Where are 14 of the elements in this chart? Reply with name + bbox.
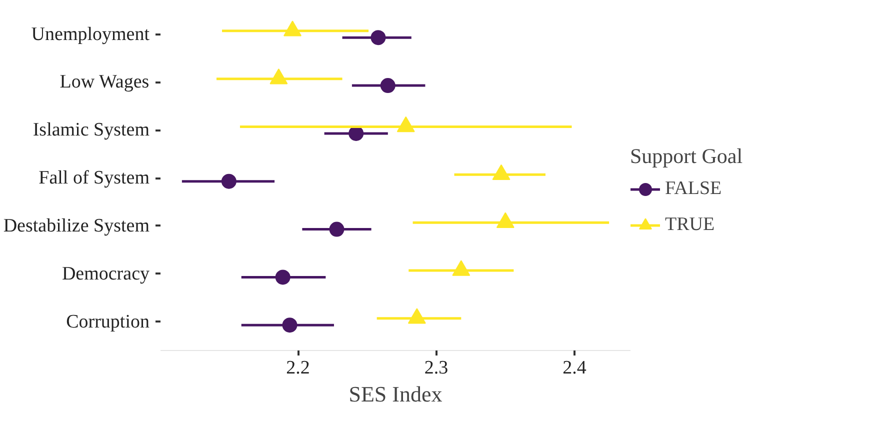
legend-title: Support Goal xyxy=(630,144,743,169)
y-tick-label: Destabilize System xyxy=(3,215,150,236)
x-tick-label: 2.2 xyxy=(286,358,310,378)
legend-label: FALSE xyxy=(665,178,722,200)
y-tick-label: Corruption xyxy=(66,311,150,332)
y-tick-label: Low Wages xyxy=(60,72,150,93)
y-tick-label: Unemployment xyxy=(31,24,150,45)
y-tick-label: Fall of System xyxy=(38,168,150,188)
y-tick-label: Islamic System xyxy=(32,120,150,141)
x-axis-title: SES Index xyxy=(348,382,442,406)
x-tick-label: 2.3 xyxy=(424,358,448,378)
y-tick-label: Democracy xyxy=(62,263,150,284)
x-tick-label: 2.4 xyxy=(562,358,587,378)
legend-label: TRUE xyxy=(665,214,715,236)
